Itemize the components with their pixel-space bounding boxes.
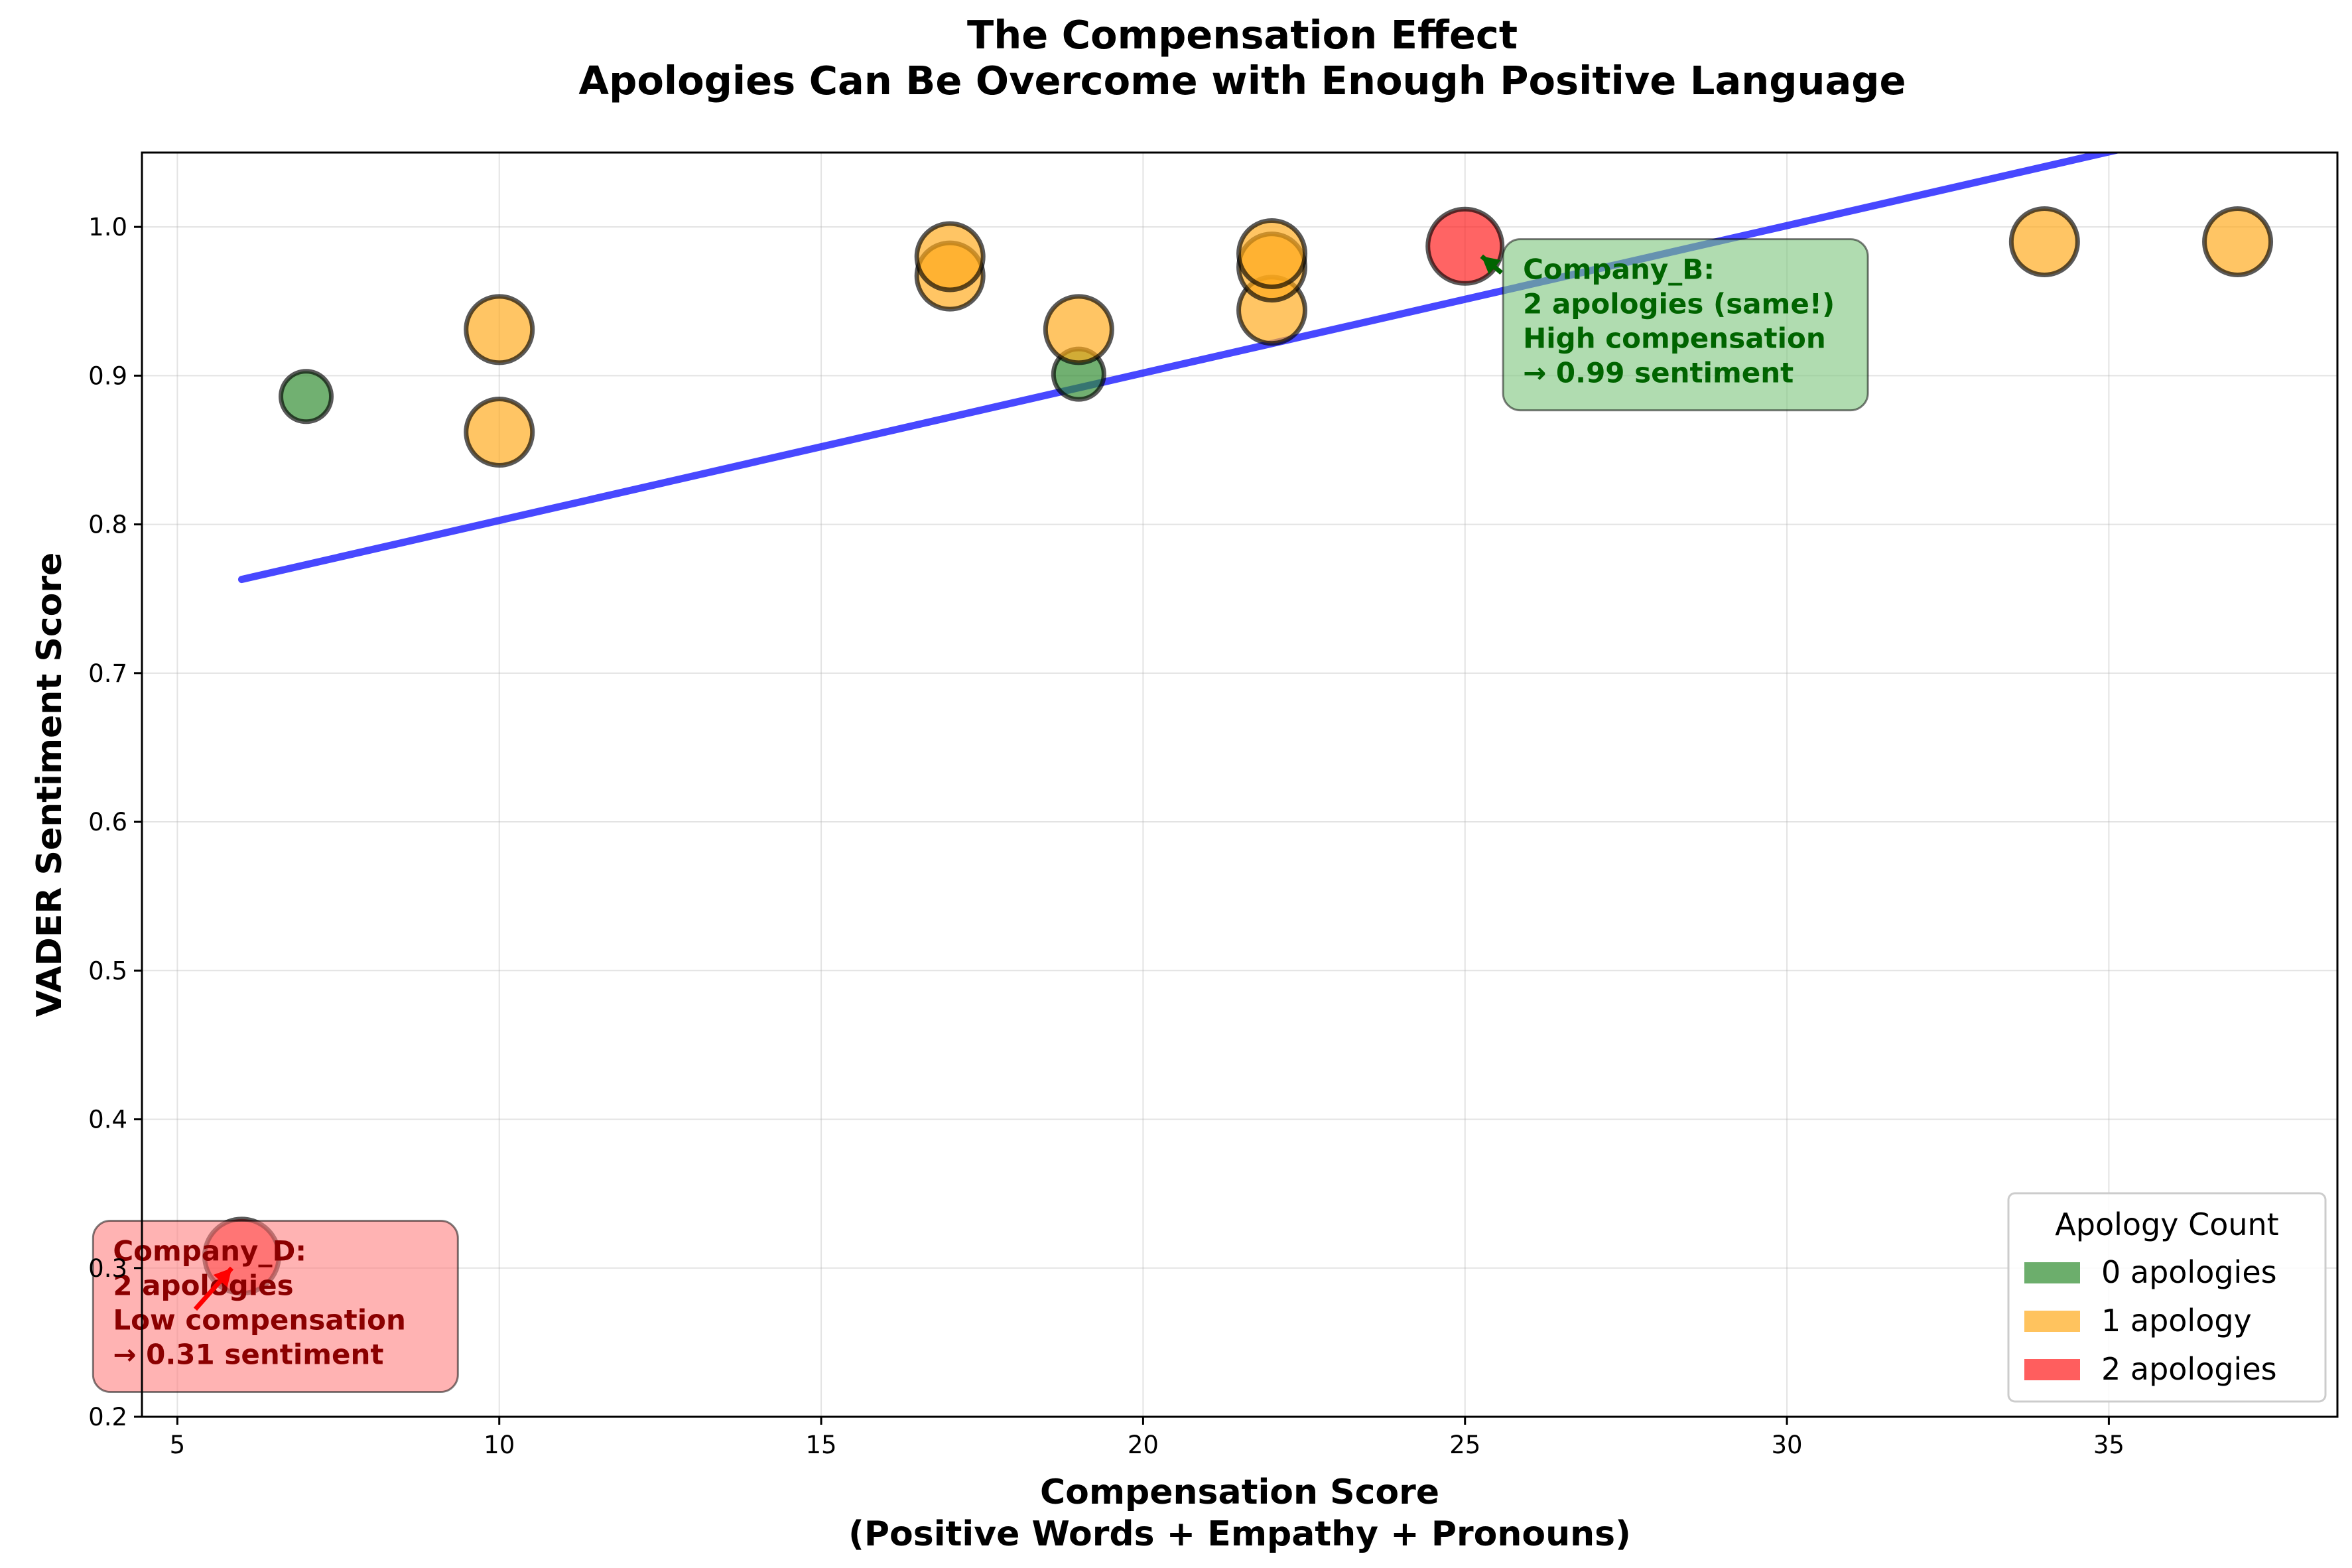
y-axis-label: VADER Sentiment Score [30,553,70,1017]
annotation-text: Company_D: [113,1235,306,1268]
scatter-point [1236,218,1308,289]
annotation-text: Low compensation [113,1304,406,1337]
x-tick-label: 30 [1772,1431,1803,1459]
annotation: Company_B:2 apologies (same!)High compen… [1480,238,1869,412]
scatter-point [1043,294,1114,365]
annotation-text: → 0.31 sentiment [113,1339,383,1371]
scatter-point [464,397,535,468]
x-axis-label: Compensation Score [1040,1472,1439,1512]
legend-label: 1 apology [2101,1303,2252,1339]
annotation-box [1502,238,1869,412]
y-tick-label: 0.7 [88,659,127,688]
y-tick-label: 0.8 [88,511,127,539]
x-tick-label: 10 [484,1431,515,1459]
x-tick-label: 5 [170,1431,186,1459]
legend-swatch [2024,1262,2080,1283]
trend-line-layer [237,153,2123,584]
annotation-text: High compensation [1523,322,1826,355]
annotation-box [92,1220,459,1394]
legend-title: Apology Count [2055,1207,2278,1242]
x-tick-label: 35 [2093,1431,2124,1459]
scatter-point [2202,206,2274,278]
plot-frame [141,151,2339,1418]
legend-frame [2007,1192,2327,1403]
x-axis-label-line2: (Positive Words + Empathy + Pronouns) [848,1514,1631,1554]
chart-title: The Compensation Effect [967,12,1518,58]
chart-subtitle: Apologies Can Be Overcome with Enough Po… [578,58,1906,103]
annotation-text: → 0.99 sentiment [1523,357,1794,389]
y-tick-label: 1.0 [88,213,127,241]
scatter-point [279,369,334,425]
y-tick-label: 0.6 [88,808,127,836]
legend: Apology Count 0 apologies 1 apology 2 apol… [2007,1192,2327,1403]
x-tick-label: 15 [806,1431,837,1459]
scatter-point [2008,206,2080,278]
y-tick-label: 0.5 [88,956,127,985]
scatter-point [464,294,535,365]
legend-label: 0 apologies [2101,1254,2277,1290]
annotation-text: 2 apologies [113,1270,293,1302]
y-tick-label: 0.3 [88,1254,127,1283]
x-tick-label: 20 [1128,1431,1159,1459]
y-tick-label: 0.4 [88,1106,127,1134]
legend-entries: 0 apologies 1 apology 2 apologies [2024,1254,2277,1387]
scatter-point [914,221,986,293]
x-tick-label: 25 [1449,1431,1480,1459]
legend-label: 2 apologies [2101,1351,2277,1387]
annotation-text: 2 apologies (same!) [1523,288,1835,320]
legend-swatch [2024,1311,2080,1332]
y-tick-label: 0.2 [88,1403,127,1431]
axis-ticks: 5 10 15 20 25 30 35 0.2 0.3 0.4 0.5 0.6 0.7 0.8 0.9 1.0 [88,213,2124,1459]
annotation-text: Company_B: [1523,253,1715,286]
trend-line [237,153,2123,584]
annotations: Company_B:2 apologies (same!)High compen… [92,238,1869,1394]
annotation-arrowhead [213,1268,232,1287]
annotation-arrowhead [1481,256,1501,275]
scatter-point [1425,206,1505,286]
legend-swatch [2024,1359,2080,1380]
y-tick-label: 0.9 [88,361,127,390]
